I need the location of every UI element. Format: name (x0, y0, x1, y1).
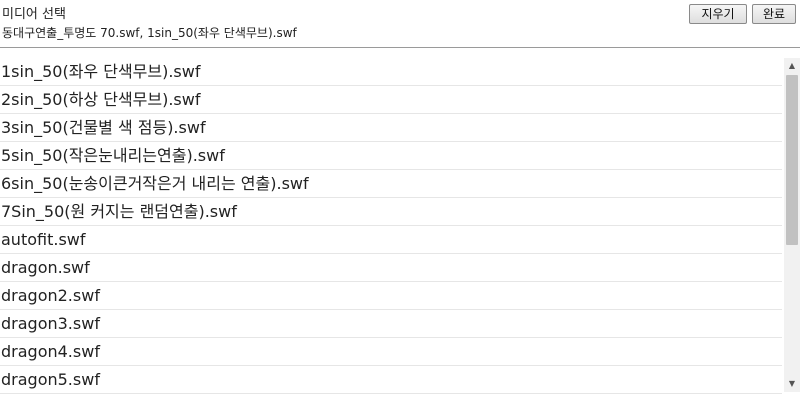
file-item[interactable]: 3sin_50(건물별 색 점등).swf (0, 114, 782, 142)
scroll-up-icon[interactable]: ▲ (788, 61, 796, 70)
file-item[interactable]: 1sin_50(좌우 단색무브).swf (0, 58, 782, 86)
selected-files-text: 동대구연출_투명도 70.swf, 1sin_50(좌우 단색무브).swf (2, 26, 297, 40)
file-item[interactable]: 5sin_50(작은눈내리는연출).swf (0, 142, 782, 170)
file-item[interactable]: 2sin_50(하상 단색무브).swf (0, 86, 782, 114)
file-list[interactable]: 1sin_50(좌우 단색무브).swf 2sin_50(하상 단색무브).sw… (0, 58, 782, 394)
page-title: 미디어 선택 (2, 7, 66, 22)
file-item[interactable]: autofit.swf (0, 226, 782, 254)
file-item[interactable]: dragon.swf (0, 254, 782, 282)
file-item[interactable]: dragon3.swf (0, 310, 782, 338)
done-button[interactable]: 완료 (752, 4, 796, 24)
clear-button[interactable]: 지우기 (689, 4, 747, 24)
header-divider (0, 47, 800, 48)
file-item[interactable]: 7Sin_50(원 커지는 랜덤연출).swf (0, 198, 782, 226)
header: 미디어 선택 동대구연출_투명도 70.swf, 1sin_50(좌우 단색무브… (0, 0, 800, 48)
file-item[interactable]: dragon4.swf (0, 338, 782, 366)
file-item[interactable]: dragon5.swf (0, 366, 782, 394)
file-item[interactable]: 6sin_50(눈송이큰거작은거 내리는 연출).swf (0, 170, 782, 198)
scroll-down-icon[interactable]: ▼ (788, 379, 796, 388)
scrollbar-thumb[interactable] (786, 75, 798, 245)
file-item[interactable]: dragon2.swf (0, 282, 782, 310)
vertical-scrollbar[interactable]: ▲ ▼ (784, 58, 800, 392)
